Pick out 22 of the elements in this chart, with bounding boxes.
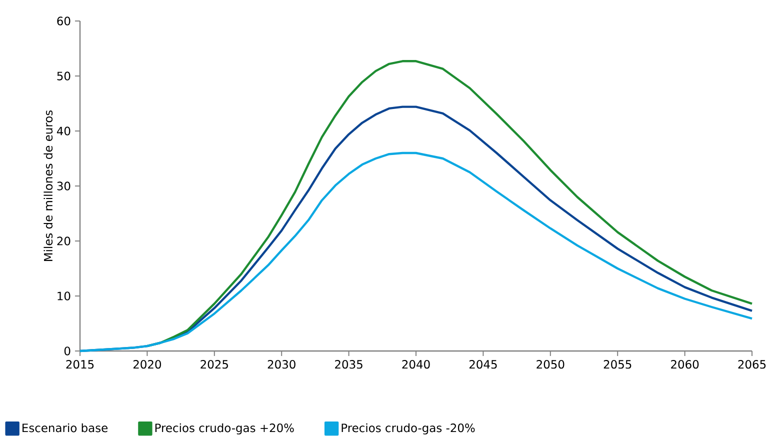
y-axis-title: Miles de millones de euros	[44, 110, 53, 261]
x-tick-label: 2055	[604, 360, 632, 369]
x-tick-label: 2040	[402, 360, 430, 369]
x-tick-label: 2065	[738, 360, 766, 369]
y-tick-label: 50	[57, 72, 70, 80]
x-tick-label: 2060	[671, 360, 699, 369]
x-tick-label: 2030	[268, 360, 296, 369]
y-tick-label: 0	[64, 346, 70, 356]
y-tick-label: 40	[56, 126, 70, 136]
x-tick-label: 2050	[536, 360, 564, 369]
x-tick-label: 2020	[133, 360, 162, 369]
x-tick-label: 2035	[335, 360, 362, 369]
y-tick-label: 10	[58, 292, 70, 300]
y-tick-label: 30	[57, 182, 70, 190]
legend-label: Escenario base	[22, 423, 108, 432]
legend-label: Precios crudo-gas -20%	[342, 423, 475, 434]
x-tick-label: 2025	[200, 360, 228, 369]
x-tick-label: 2015	[66, 360, 94, 369]
legend-label: Precios crudo-gas +20%	[155, 423, 294, 434]
y-tick-label: 20	[57, 236, 70, 246]
y-tick-label: 60	[57, 16, 70, 26]
x-tick-label: 2045	[469, 360, 497, 369]
